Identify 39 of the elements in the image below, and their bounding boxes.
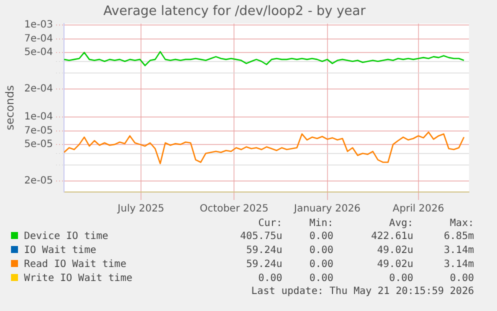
chart-title: Average latency for /dev/loop2 - by year [103, 4, 366, 20]
text: 59.24u [245, 244, 284, 258]
text: 6.85m [442, 230, 475, 244]
text: Cur: [257, 218, 284, 230]
x-tick-label: April 2026 [392, 204, 444, 215]
y-tick-label: 5e-04 [24, 47, 54, 58]
x-tick-label: October 2025 [200, 204, 268, 215]
text: 3.14m [442, 244, 475, 258]
y-tick-label: 7e-04 [24, 34, 54, 45]
text: 0.00 [257, 272, 284, 286]
text: 59.24u [245, 258, 284, 272]
y-tick-label: 7e-05 [24, 126, 54, 137]
text: 0.00 [308, 230, 334, 244]
text: Max: [448, 218, 475, 230]
y-tick-label: 1e-03 [24, 19, 54, 30]
y-axis-title: seconds [3, 85, 16, 130]
y-tick-label: 5e-05 [24, 139, 54, 150]
legend-label: Write IO Wait time [23, 272, 134, 286]
x-tick-label: July 2025 [116, 204, 164, 215]
x-tick-label: January 2026 [292, 204, 361, 215]
text: Min: [308, 218, 334, 230]
text: 49.02u [376, 258, 414, 272]
text: 0.00 [448, 272, 475, 286]
text: 422.61u [370, 230, 414, 244]
text: 0.00 [388, 272, 414, 286]
legend-label: IO Wait time [23, 244, 98, 258]
text: 0.00 [308, 272, 334, 286]
text: 3.14m [442, 258, 475, 272]
y-tick-label: 2e-05 [24, 176, 54, 187]
text: Avg: [388, 218, 414, 230]
text: 405.75u [239, 230, 284, 244]
y-tick-label: 2e-04 [24, 84, 54, 95]
text: 0.00 [308, 258, 334, 272]
text: Last update: Thu May 21 20:15:59 2026 [250, 286, 475, 298]
text: 49.02u [376, 244, 414, 258]
text: 0.00 [308, 244, 334, 258]
legend-label: Read IO Wait time [23, 258, 128, 272]
legend-label: Device IO time [23, 230, 110, 244]
y-tick-label: 1e-04 [24, 111, 54, 122]
